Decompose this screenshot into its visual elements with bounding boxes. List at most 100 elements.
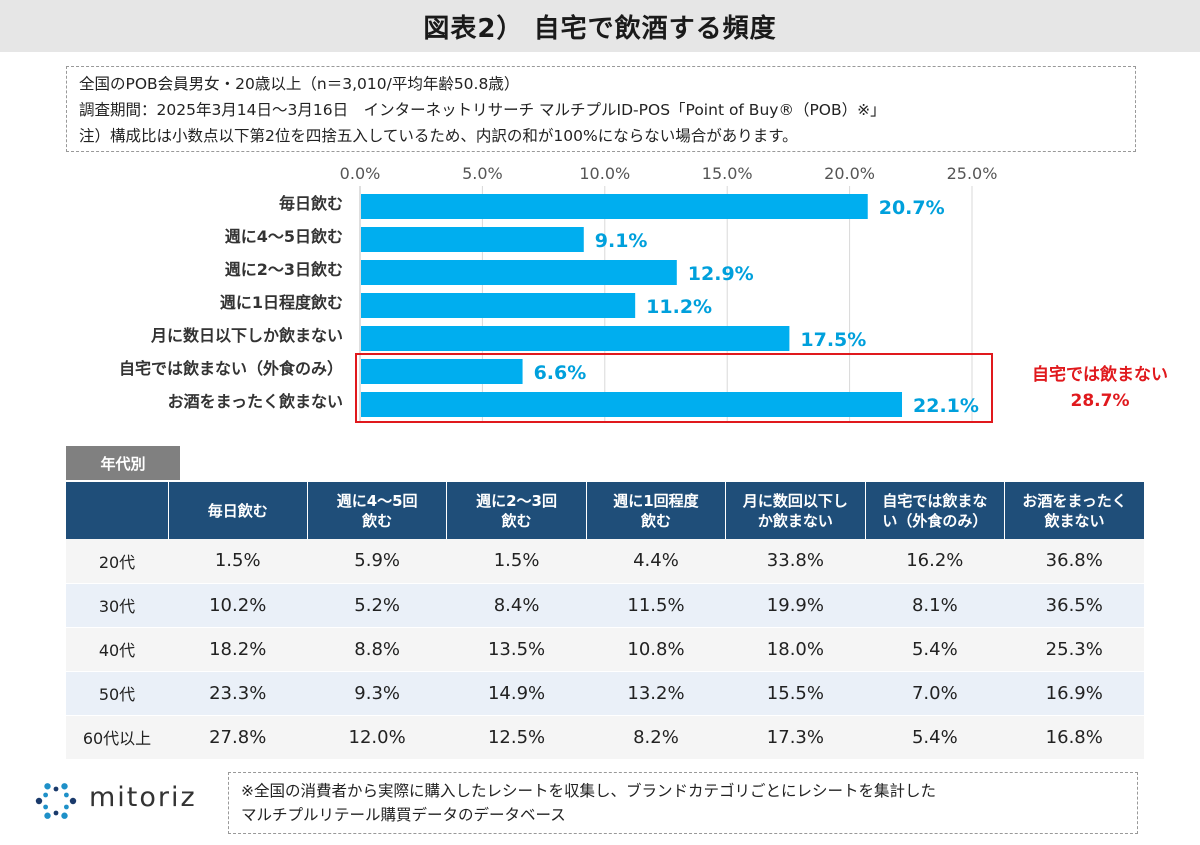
table-cell: 12.0% <box>307 715 447 761</box>
table-header-cell: 週に1回程度 飲む <box>586 482 727 539</box>
table-cell: 5.9% <box>307 539 447 584</box>
age-group-cell: 40代 <box>66 627 168 672</box>
bar <box>361 260 677 285</box>
brand-logo: mitoriz <box>34 776 224 826</box>
category-label: お酒をまったく飲まない <box>168 392 343 411</box>
table-body: 20代 1.5% 5.9% 1.5% 4.4% 33.8% 16.2% 36.8% 30代 10.… <box>66 539 1144 761</box>
logo-dot <box>63 792 69 798</box>
table-cell: 7.0% <box>865 671 1005 716</box>
highlight-box <box>355 353 993 423</box>
logo-dot <box>35 797 43 805</box>
annotation-label: 自宅では飲まない <box>1032 365 1168 385</box>
table-cell: 33.8% <box>725 539 866 584</box>
table-cell: 1.5% <box>446 539 587 584</box>
data-label: 11.2% <box>646 296 712 318</box>
age-group-cell: 60代以上 <box>66 715 168 761</box>
rounding-note-line: 注）構成比は小数点以下第2位を四捨五入しているため、内訳の和が100%にならない… <box>79 127 798 145</box>
logo-dot <box>53 810 59 816</box>
data-label: 6.6% <box>534 362 587 384</box>
age-group-cell: 30代 <box>66 583 168 628</box>
table-row: 30代 10.2% 5.2% 8.4% 11.5% 19.9% 8.1% 36.5% <box>66 583 1144 628</box>
table-cell: 4.4% <box>586 539 726 584</box>
age-group-tag: 年代別 <box>66 446 180 480</box>
logo-dot <box>44 783 51 790</box>
bar <box>361 227 584 252</box>
page-title: 図表2） 自宅で飲酒する頻度 <box>423 13 777 44</box>
table-cell: 36.8% <box>1004 539 1144 584</box>
survey-sample-line: 全国のPOB会員男女・20歳以上（n＝3,010/平均年齢50.8歳） <box>79 75 520 93</box>
data-label: 9.1% <box>595 230 648 252</box>
table-cell: 25.3% <box>1004 627 1144 672</box>
table-cell: 5.4% <box>865 627 1005 672</box>
table-cell: 16.9% <box>1004 671 1144 716</box>
table-cell: 18.2% <box>168 627 308 672</box>
table-cell: 10.2% <box>168 583 308 628</box>
table-header-cell: 自宅では飲まな い（外食のみ） <box>865 482 1006 539</box>
annotation-value: 28.7% <box>1070 391 1130 411</box>
footnote-line-1: ※全国の消費者から実際に購入したレシートを収集し、ブランドカテゴリごとにレシート… <box>241 782 936 800</box>
logo-dot <box>53 786 59 792</box>
age-group-table: 毎日飲む 週に4～5回 飲む 週に2～3回 飲む 週に1回程度 飲む 月に数回以下し か飲まない… <box>66 482 1144 761</box>
table-cell: 11.5% <box>586 583 726 628</box>
category-label: 月に数日以下しか飲まない <box>150 326 343 345</box>
table-cell: 8.8% <box>307 627 447 672</box>
x-tick-label: 25.0% <box>947 164 998 183</box>
table-header-cell: お酒をまったく 飲まない <box>1004 482 1144 539</box>
x-tick-label: 0.0% <box>340 164 381 183</box>
table-cell: 19.9% <box>725 583 866 628</box>
table-row: 50代 23.3% 9.3% 14.9% 13.2% 15.5% 7.0% 16.9% <box>66 671 1144 716</box>
data-label: 20.7% <box>879 197 945 219</box>
data-label: 12.9% <box>688 263 754 285</box>
survey-info-box: 全国のPOB会員男女・20歳以上（n＝3,010/平均年齢50.8歳） 調査期間… <box>66 66 1136 152</box>
bar <box>361 392 903 417</box>
category-label: 自宅では飲まない（外食のみ） <box>119 359 343 378</box>
table-cell: 5.2% <box>307 583 447 628</box>
table-cell: 13.2% <box>586 671 726 716</box>
table-cell: 23.3% <box>168 671 308 716</box>
x-tick-label: 20.0% <box>824 164 875 183</box>
logo-dot <box>61 783 68 790</box>
age-group-cell: 50代 <box>66 671 168 716</box>
logo-dot <box>43 804 49 810</box>
pob-footnote: ※全国の消費者から実際に購入したレシートを収集し、ブランドカテゴリごとにレシート… <box>228 772 1138 834</box>
data-label: 22.1% <box>913 395 979 417</box>
brand-name: mitoriz <box>89 782 197 813</box>
not-at-home-annotation: 自宅では飲まない 28.7% <box>1000 362 1200 414</box>
footnote-line-2: マルチプルリテール購買データのデータベース <box>241 806 566 824</box>
table-cell: 1.5% <box>168 539 308 584</box>
table-header-row: 毎日飲む 週に4～5回 飲む 週に2～3回 飲む 週に1回程度 飲む 月に数回以下し か飲まない… <box>66 482 1144 539</box>
category-label: 週に1日程度飲む <box>220 293 343 312</box>
table-row: 40代 18.2% 8.8% 13.5% 10.8% 18.0% 5.4% 25.3% <box>66 627 1144 672</box>
table-cell: 13.5% <box>446 627 587 672</box>
logo-dot <box>63 804 69 810</box>
table-cell: 16.8% <box>1004 715 1144 761</box>
age-group-cell: 20代 <box>66 539 168 584</box>
table-header-cell: 月に数回以下し か飲まない <box>725 482 866 539</box>
table-cell: 16.2% <box>865 539 1005 584</box>
table-row: 60代以上 27.8% 12.0% 12.5% 8.2% 17.3% 5.4% 16.8% <box>66 715 1144 761</box>
category-label: 毎日飲む <box>279 194 343 213</box>
frequency-bar-chart: 0.0% 5.0% 10.0% 15.0% 20.0% 25.0% 毎日飲む 20.7% 週に4… <box>119 164 998 423</box>
title-bar: 図表2） 自宅で飲酒する頻度 <box>0 0 1200 52</box>
x-tick-label: 5.0% <box>462 164 503 183</box>
table-cell: 8.1% <box>865 583 1005 628</box>
table-cell: 36.5% <box>1004 583 1144 628</box>
logo-dot <box>44 812 51 819</box>
table-cell: 12.5% <box>446 715 587 761</box>
bar <box>361 326 790 351</box>
table-cell: 14.9% <box>446 671 587 716</box>
category-label: 週に2～3日飲む <box>225 260 343 279</box>
bar <box>361 194 868 219</box>
table-cell: 8.4% <box>446 583 587 628</box>
x-tick-label: 10.0% <box>579 164 630 183</box>
table-cell: 17.3% <box>725 715 866 761</box>
table-cell: 15.5% <box>725 671 866 716</box>
bar <box>361 293 636 318</box>
bar <box>361 359 523 384</box>
table-header-cell: 週に2～3回 飲む <box>446 482 587 539</box>
table-row: 20代 1.5% 5.9% 1.5% 4.4% 33.8% 16.2% 36.8% <box>66 539 1144 584</box>
table-header-cell: 毎日飲む <box>168 482 308 539</box>
category-label: 週に4～5日飲む <box>225 227 343 246</box>
table-cell: 27.8% <box>168 715 308 761</box>
logo-dot <box>69 797 77 805</box>
